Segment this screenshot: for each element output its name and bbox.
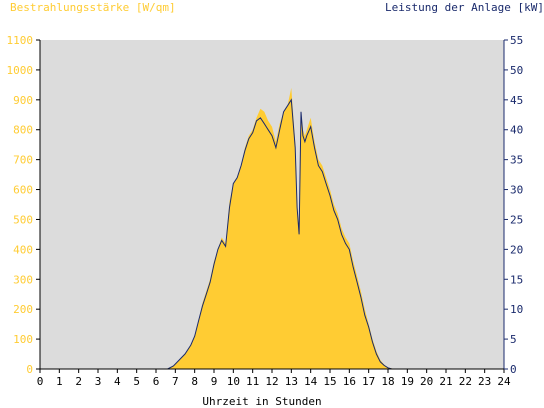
x-tick-label: 3 xyxy=(95,375,102,388)
y-left-tick-label: 800 xyxy=(13,124,33,137)
x-tick-label: 23 xyxy=(478,375,491,388)
x-tick-label: 2 xyxy=(75,375,82,388)
y-left-tick-label: 600 xyxy=(13,184,33,197)
y-right-tick-label: 55 xyxy=(510,34,523,47)
axes-layer: 0 1 2 3 4 5 6 7 8 9 10 11 12 13 14 15 16 17 18 19 20 21 22 23 24… xyxy=(7,34,524,388)
x-tick-label: 16 xyxy=(343,375,356,388)
x-tick-label: 14 xyxy=(304,375,318,388)
left-axis-title: Bestrahlungsstärke [W/qm] xyxy=(10,1,176,14)
y-right-tick-label: 35 xyxy=(510,154,523,167)
x-axis-label: Uhrzeit in Stunden xyxy=(202,395,321,408)
x-tick-label: 7 xyxy=(172,375,179,388)
y-right-tick-label: 0 xyxy=(510,363,517,376)
x-tick-label: 4 xyxy=(114,375,121,388)
x-tick-label: 15 xyxy=(323,375,336,388)
right-axis-title: Leistung der Anlage [kW] xyxy=(385,1,544,14)
x-tick-label: 22 xyxy=(459,375,472,388)
y-left-tick-label: 300 xyxy=(13,273,33,286)
power-line xyxy=(40,98,504,370)
y-right-tick-label: 10 xyxy=(510,303,523,316)
x-tick-label: 6 xyxy=(153,375,160,388)
y-right-tick-label: 5 xyxy=(510,333,517,346)
y-left-tick-label: 1000 xyxy=(7,64,34,77)
x-tick-label: 5 xyxy=(133,375,140,388)
y-right-tick-label: 45 xyxy=(510,94,523,107)
x-tick-label: 11 xyxy=(246,375,259,388)
x-tick-label: 17 xyxy=(362,375,375,388)
x-tick-label: 10 xyxy=(227,375,240,388)
x-tick-label: 1 xyxy=(56,375,63,388)
y-right-tick-label: 20 xyxy=(510,243,523,256)
y-left-tick-label: 400 xyxy=(13,243,33,256)
x-tick-label: 24 xyxy=(497,375,511,388)
y-left-tick-label: 0 xyxy=(26,363,33,376)
y-left-tick-label: 1100 xyxy=(7,34,34,47)
x-tick-label: 8 xyxy=(191,375,198,388)
y-left-tick-label: 200 xyxy=(13,303,33,316)
y-right-tick-label: 30 xyxy=(510,184,523,197)
y-left-tick-label: 500 xyxy=(13,213,33,226)
series-layer xyxy=(40,87,504,370)
y-left-tick-label: 700 xyxy=(13,154,33,167)
x-tick-label: 9 xyxy=(211,375,218,388)
x-tick-label: 19 xyxy=(401,375,414,388)
y-right-tick-label: 40 xyxy=(510,124,523,137)
x-tick-label: 12 xyxy=(265,375,278,388)
y-right-tick-label: 25 xyxy=(510,213,523,226)
x-tick-label: 21 xyxy=(439,375,452,388)
x-tick-label: 0 xyxy=(37,375,44,388)
y-right-tick-label: 50 xyxy=(510,64,523,77)
y-right-tick-label: 15 xyxy=(510,273,523,286)
y-left-tick-label: 900 xyxy=(13,94,33,107)
x-tick-label: 18 xyxy=(381,375,394,388)
y-left-tick-label: 100 xyxy=(13,333,33,346)
x-tick-label: 20 xyxy=(420,375,433,388)
x-tick-label: 13 xyxy=(285,375,298,388)
irradiance-area xyxy=(40,87,504,370)
